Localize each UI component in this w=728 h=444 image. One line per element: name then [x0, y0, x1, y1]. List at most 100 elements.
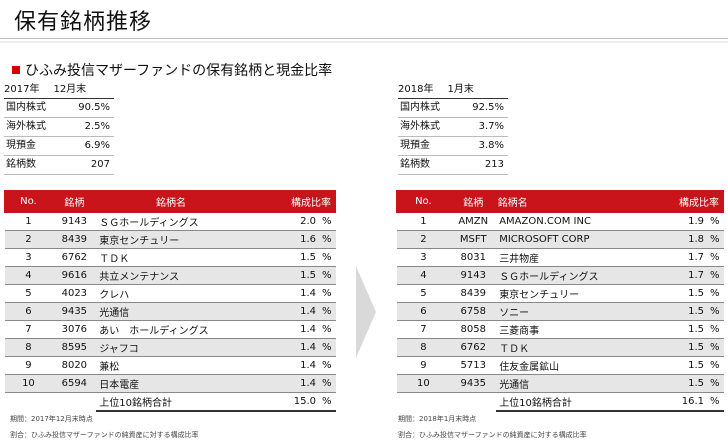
- summary-value: 213: [484, 159, 504, 170]
- left-note-ratio: 割合：ひふみ投信マザーファンドの純資産に対する構成比率: [10, 431, 199, 439]
- right-summary: 2018年 1月末 国内株式 92.5% 海外株式 3.7% 現預金 3.8% 銘柄数…: [398, 82, 508, 175]
- ratio-value: 1.5: [688, 306, 704, 317]
- ratio-value: 1.4: [300, 306, 316, 317]
- ratio-unit: %: [709, 216, 720, 227]
- ratio-unit: %: [321, 234, 332, 245]
- transition-arrow-icon: [356, 266, 376, 358]
- ratio-unit: %: [321, 252, 332, 263]
- stock-code: 8439: [52, 230, 97, 249]
- table-row: 10 6594 日本電産 1.4%: [4, 374, 336, 393]
- stock-name: ＴＤＫ: [496, 338, 646, 357]
- ratio-unit: %: [321, 270, 332, 281]
- total-row: 上位10銘柄合計 15.0%: [4, 392, 336, 412]
- stock-name: ジャフコ: [96, 338, 246, 357]
- summary-row: 現預金 3.8%: [398, 137, 508, 156]
- ratio-unit: %: [321, 288, 332, 299]
- summary-label: 海外株式: [6, 121, 46, 132]
- col-header-name: 銘柄名: [95, 190, 247, 213]
- col-header-name: 銘柄名: [495, 190, 647, 213]
- left-summary: 2017年 12月末 国内株式 90.5% 海外株式 2.5% 現預金 6.9% 銘柄…: [4, 82, 114, 175]
- stock-name: ＳＧホールディングス: [96, 212, 246, 231]
- stock-name: 東京センチュリー: [496, 284, 646, 303]
- ratio-value: 1.7: [688, 270, 704, 281]
- table-row: 5 8439 東京センチュリー 1.5%: [396, 284, 724, 303]
- table-row: 7 3076 あい ホールディングス 1.4%: [4, 320, 336, 339]
- ratio-cell: 1.4%: [245, 356, 336, 375]
- stock-code: 6762: [52, 248, 97, 267]
- stock-code: 4023: [52, 284, 97, 303]
- blank-cell: [396, 392, 451, 411]
- table-row: 3 6762 ＴＤＫ 1.5%: [4, 248, 336, 267]
- table-row: 6 6758 ソニー 1.5%: [396, 302, 724, 321]
- ratio-value: 1.8: [688, 234, 704, 245]
- title-divider: [0, 38, 728, 39]
- title-divider-shadow: [0, 41, 728, 43]
- summary-value: 92.5%: [472, 102, 504, 113]
- stock-code: 8595: [52, 338, 97, 357]
- ratio-value: 1.5: [300, 270, 316, 281]
- ratio-cell: 1.4%: [245, 302, 336, 321]
- row-number: 8: [4, 338, 53, 357]
- stock-code: 9435: [52, 302, 97, 321]
- stock-name: AMAZON.COM INC: [496, 212, 646, 231]
- ratio-cell: 1.4%: [245, 284, 336, 303]
- total-ratio-value: 15.0: [293, 396, 316, 407]
- ratio-value: 1.5: [300, 252, 316, 263]
- table-header-row: No. 銘柄 銘柄名 構成比率: [396, 190, 724, 213]
- stock-name: ＴＤＫ: [96, 248, 246, 267]
- ratio-value: 1.9: [688, 216, 704, 227]
- stock-name: 住友金属鉱山: [496, 356, 646, 375]
- table-row: 7 8058 三菱商事 1.5%: [396, 320, 724, 339]
- stock-code: 9435: [450, 374, 497, 393]
- ratio-value: 1.5: [688, 342, 704, 353]
- ratio-cell: 1.5%: [245, 248, 336, 267]
- table-row: 1 9143 ＳＧホールディングス 2.0%: [4, 212, 336, 231]
- row-number: 1: [4, 212, 53, 231]
- summary-label: 海外株式: [400, 121, 440, 132]
- table-row: 4 9616 共立メンテナンス 1.5%: [4, 266, 336, 285]
- row-number: 4: [396, 266, 451, 285]
- ratio-value: 1.6: [300, 234, 316, 245]
- left-holdings-table: No. 銘柄 銘柄名 構成比率 1 9143 ＳＧホールディングス 2.0% 2 8439…: [4, 190, 336, 412]
- stock-code: 8439: [450, 284, 497, 303]
- col-header-code: 銘柄: [51, 190, 97, 213]
- total-label: 上位10銘柄合計: [496, 392, 646, 412]
- stock-name: MICROSOFT CORP: [496, 230, 646, 249]
- left-month: 12月末: [53, 84, 87, 95]
- right-date: 2018年 1月末: [398, 82, 508, 99]
- row-number: 7: [4, 320, 53, 339]
- stock-name: 日本電産: [96, 374, 246, 393]
- summary-row: 海外株式 3.7%: [398, 118, 508, 137]
- summary-label: 現預金: [400, 140, 430, 151]
- table-row: 8 8595 ジャフコ 1.4%: [4, 338, 336, 357]
- stock-name: 三菱商事: [496, 320, 646, 339]
- table-row: 1 AMZN AMAZON.COM INC 1.9%: [396, 212, 724, 231]
- ratio-value: 1.5: [688, 378, 704, 389]
- summary-row: 銘柄数 207: [4, 156, 114, 175]
- stock-code: 6758: [450, 302, 497, 321]
- ratio-value: 1.4: [300, 360, 316, 371]
- row-number: 3: [4, 248, 53, 267]
- stock-name: ソニー: [496, 302, 646, 321]
- right-year: 2018年: [398, 84, 434, 95]
- ratio-cell: 1.7%: [645, 266, 724, 285]
- summary-label: 銘柄数: [400, 159, 430, 170]
- summary-value: 2.5%: [84, 121, 110, 132]
- stock-name: 兼松: [96, 356, 246, 375]
- left-year: 2017年: [4, 84, 40, 95]
- ratio-cell: 1.5%: [645, 302, 724, 321]
- ratio-unit: %: [709, 234, 720, 245]
- stock-name: 共立メンテナンス: [96, 266, 246, 285]
- red-square-icon: [12, 66, 20, 74]
- ratio-unit: %: [709, 342, 720, 353]
- stock-name: クレハ: [96, 284, 246, 303]
- summary-label: 現預金: [6, 140, 36, 151]
- stock-code: 8020: [52, 356, 97, 375]
- summary-value: 3.8%: [478, 140, 504, 151]
- row-number: 8: [396, 338, 451, 357]
- row-number: 7: [396, 320, 451, 339]
- ratio-unit: %: [321, 324, 332, 335]
- ratio-cell: 1.6%: [245, 230, 336, 249]
- ratio-cell: 1.5%: [645, 356, 724, 375]
- ratio-value: 2.0: [300, 216, 316, 227]
